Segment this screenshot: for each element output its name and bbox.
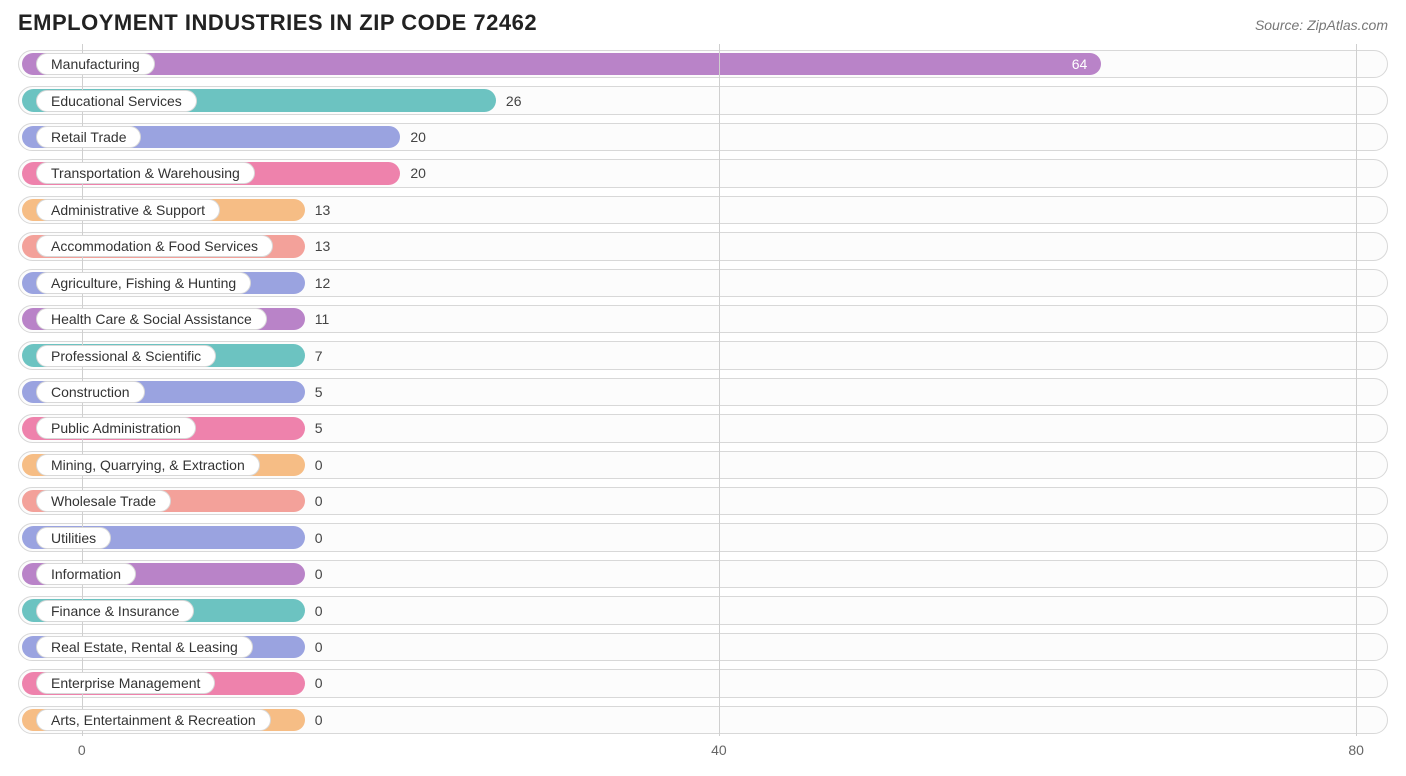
header: EMPLOYMENT INDUSTRIES IN ZIP CODE 72462 … — [18, 10, 1388, 36]
bar-row: Health Care & Social Assistance 11 — [18, 303, 1388, 335]
bar-row: Public Administration 5 — [18, 412, 1388, 444]
gridline — [719, 44, 720, 736]
bar-value-label: 20 — [410, 129, 426, 145]
bar-value-label: 0 — [315, 603, 323, 619]
bar-row: Real Estate, Rental & Leasing 0 — [18, 631, 1388, 663]
bar-row: Construction 5 — [18, 376, 1388, 408]
x-tick-label: 80 — [1348, 742, 1364, 758]
bar-category-label: Information — [36, 563, 136, 585]
bar-row: Manufacturing 64 — [18, 48, 1388, 80]
bar-value-label: 5 — [315, 384, 323, 400]
bar-category-label: Real Estate, Rental & Leasing — [36, 636, 253, 658]
bar-category-label: Wholesale Trade — [36, 490, 171, 512]
bar-category-label: Manufacturing — [36, 53, 155, 75]
bar-category-label: Enterprise Management — [36, 672, 215, 694]
gridline — [1356, 44, 1357, 736]
bar-category-label: Educational Services — [36, 90, 197, 112]
bar-row: Professional & Scientific 7 — [18, 339, 1388, 371]
plot-area: Manufacturing 64 Educational Services 26 Ret… — [18, 44, 1388, 736]
bar-fill — [22, 53, 1101, 75]
bar-value-label: 0 — [315, 493, 323, 509]
bar-category-label: Finance & Insurance — [36, 600, 194, 622]
bar-rows: Manufacturing 64 Educational Services 26 Ret… — [18, 44, 1388, 736]
chart-title: EMPLOYMENT INDUSTRIES IN ZIP CODE 72462 — [18, 10, 537, 36]
bar-category-label: Utilities — [36, 527, 111, 549]
bar-row: Information 0 — [18, 558, 1388, 590]
bar-value-label: 0 — [315, 675, 323, 691]
bar-row: Administrative & Support 13 — [18, 194, 1388, 226]
bar-category-label: Accommodation & Food Services — [36, 235, 273, 257]
bar-row: Wholesale Trade 0 — [18, 485, 1388, 517]
bar-category-label: Retail Trade — [36, 126, 141, 148]
bar-category-label: Transportation & Warehousing — [36, 162, 255, 184]
bar-value-label: 13 — [315, 238, 331, 254]
bar-row: Educational Services 26 — [18, 84, 1388, 116]
source-attribution: Source: ZipAtlas.com — [1255, 17, 1388, 33]
bar-value-label: 64 — [1072, 56, 1088, 72]
bar-category-label: Arts, Entertainment & Recreation — [36, 709, 271, 731]
bar-value-label: 5 — [315, 420, 323, 436]
bar-row: Agriculture, Fishing & Hunting 12 — [18, 267, 1388, 299]
bar-category-label: Construction — [36, 381, 145, 403]
bar-row: Mining, Quarrying, & Extraction 0 — [18, 449, 1388, 481]
bar-value-label: 11 — [315, 311, 330, 327]
x-tick-label: 0 — [78, 742, 86, 758]
bar-category-label: Public Administration — [36, 417, 196, 439]
bar-value-label: 0 — [315, 639, 323, 655]
chart-container: Manufacturing 64 Educational Services 26 Ret… — [18, 44, 1388, 764]
bar-value-label: 0 — [315, 457, 323, 473]
bar-value-label: 20 — [410, 165, 426, 181]
x-tick-label: 40 — [711, 742, 727, 758]
bar-value-label: 0 — [315, 530, 323, 546]
bar-value-label: 26 — [506, 93, 522, 109]
bar-value-label: 12 — [315, 275, 331, 291]
bar-row: Transportation & Warehousing 20 — [18, 157, 1388, 189]
bar-category-label: Administrative & Support — [36, 199, 220, 221]
bar-row: Utilities 0 — [18, 521, 1388, 553]
bar-row: Enterprise Management 0 — [18, 667, 1388, 699]
bar-category-label: Professional & Scientific — [36, 345, 216, 367]
bar-category-label: Agriculture, Fishing & Hunting — [36, 272, 251, 294]
x-axis: 0 40 80 — [18, 740, 1388, 764]
bar-row: Arts, Entertainment & Recreation 0 — [18, 704, 1388, 736]
bar-row: Finance & Insurance 0 — [18, 594, 1388, 626]
bar-value-label: 0 — [315, 712, 323, 728]
bar-value-label: 7 — [315, 348, 323, 364]
bar-category-label: Health Care & Social Assistance — [36, 308, 267, 330]
bar-row: Retail Trade 20 — [18, 121, 1388, 153]
bar-value-label: 13 — [315, 202, 331, 218]
bar-category-label: Mining, Quarrying, & Extraction — [36, 454, 260, 476]
bar-row: Accommodation & Food Services 13 — [18, 230, 1388, 262]
bar-value-label: 0 — [315, 566, 323, 582]
